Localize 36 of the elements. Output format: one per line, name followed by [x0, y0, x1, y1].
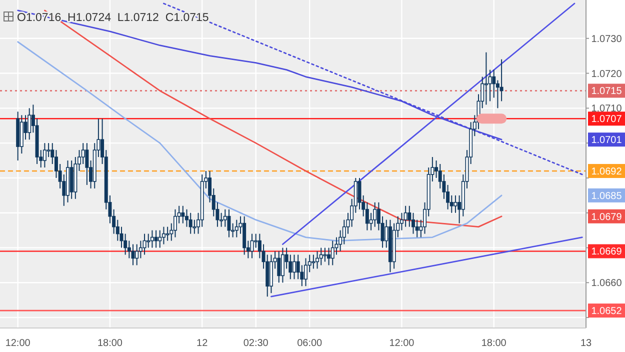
candlestick [131, 244, 135, 266]
x-tick-label: 13 [580, 338, 592, 349]
ref-line-label: 1.0692 [591, 166, 622, 178]
ref-line-label: 1.0707 [591, 114, 622, 126]
x-tick-label: 18:00 [97, 338, 123, 349]
candlestick [154, 230, 158, 248]
candlestick [316, 250, 320, 270]
candlestick [181, 205, 185, 224]
ref-line-label: 1.0669 [591, 246, 622, 258]
y-tick-label: 1.0730 [591, 34, 622, 45]
annotation: 1.0685 [591, 190, 622, 202]
annotation: 1.0701 [591, 135, 622, 146]
candlestick [277, 250, 281, 284]
candlestick [234, 219, 238, 238]
x-tick-label: 18:00 [481, 338, 507, 349]
candlestick [292, 254, 296, 280]
candlestick [327, 247, 331, 266]
ref-line-label: 1.0652 [591, 306, 622, 318]
candlestick [162, 226, 166, 245]
annotation: 1.0679 [591, 212, 622, 223]
x-tick-label: 12:00 [389, 338, 415, 349]
x-tick-label: 02:30 [243, 338, 269, 349]
candlestick [312, 254, 316, 270]
x-tick-label: 12 [196, 338, 208, 349]
y-tick-label: 1.0720 [591, 68, 622, 80]
candlestick [227, 208, 231, 238]
line-series [17, 41, 502, 242]
ref-line-label: 1.0715 [591, 86, 622, 98]
candlestick [166, 226, 170, 242]
candlestick [188, 212, 192, 234]
y-tick-label: 1.0660 [591, 278, 622, 290]
candlestick [415, 219, 419, 238]
x-tick-label: 06:00 [297, 338, 323, 349]
candlestick [85, 142, 89, 186]
candlestick [500, 58, 504, 102]
x-tick-label: 12:00 [5, 338, 31, 349]
